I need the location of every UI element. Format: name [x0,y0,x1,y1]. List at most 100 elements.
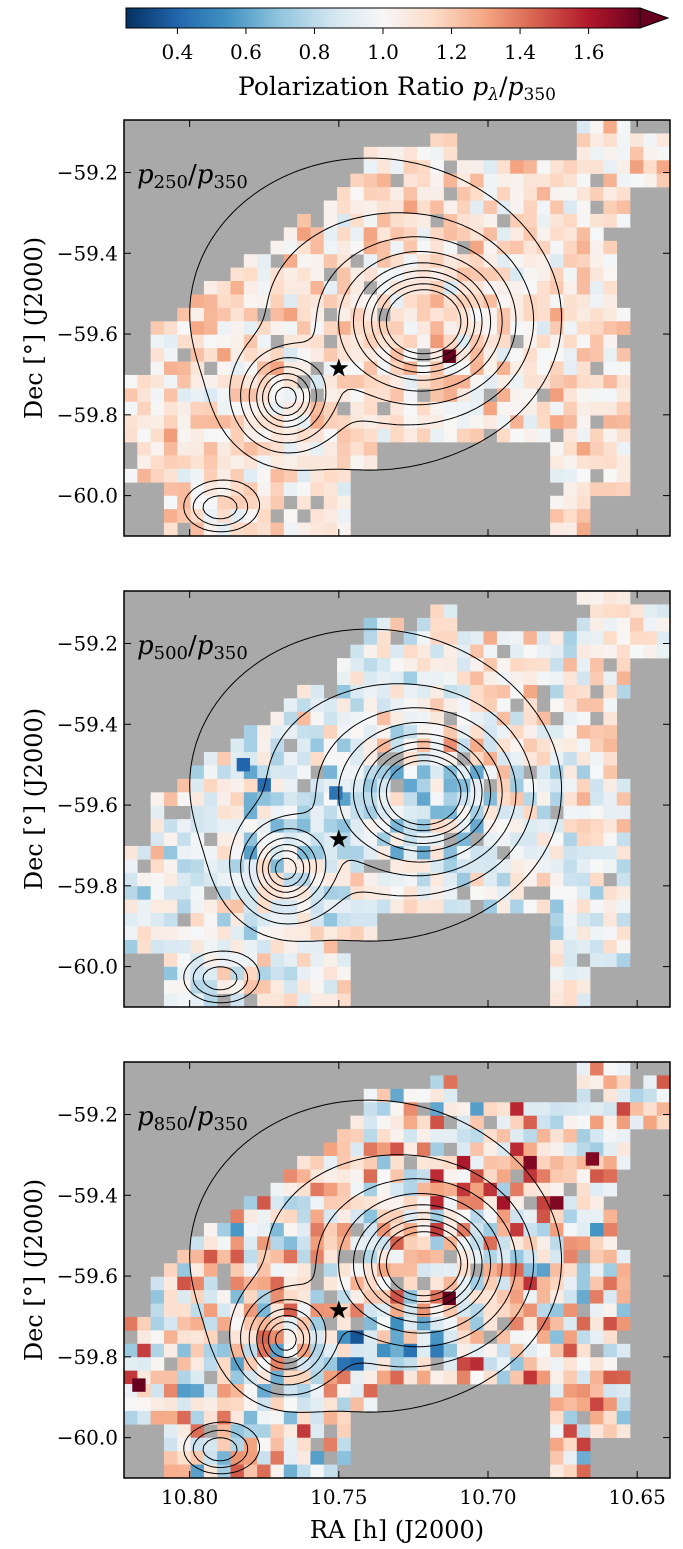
heatmap-cell [483,240,498,255]
heatmap-cell [377,778,391,793]
heatmap-cell [190,442,205,456]
heatmap-cell [563,1343,578,1358]
heatmap-cell [603,200,618,215]
heatmap-cell [310,522,325,536]
heatmap-cell [576,374,591,389]
heatmap-cell [190,428,205,443]
heatmap-cell [643,1088,657,1103]
heatmap-cell [257,361,271,376]
heatmap-cell [177,1357,191,1371]
heatmap-cell [350,832,365,847]
heatmap-cell [337,1343,351,1358]
heatmap-cell [257,980,271,994]
heatmap-cell [283,361,298,376]
heatmap-cell [576,1209,591,1224]
heatmap-cell [137,1410,151,1425]
heatmap-cell [270,442,285,456]
heatmap-cell [563,1451,578,1465]
heatmap-cell [563,859,578,874]
heatmap-cell [363,926,378,941]
heatmap-cell [616,1263,631,1278]
heatmap-cell [563,321,578,336]
heatmap-cell [190,468,205,483]
heatmap-cell [363,321,378,336]
heatmap-cell [283,281,298,295]
heatmap-cell [230,859,245,874]
heatmap-cell [483,1209,498,1224]
heatmap-cell [430,845,444,860]
heatmap-cell [590,321,604,336]
heatmap-cell [523,725,538,739]
heatmap-cell [177,1330,191,1345]
heatmap-cell [510,428,524,443]
heatmap-cell [590,482,604,497]
heatmap-cell [523,872,538,887]
heatmap-cell [563,200,578,215]
heatmap-cell [390,361,404,376]
heatmap-cell [536,415,551,429]
heatmap-cell [563,213,578,228]
heatmap-cell [217,1343,231,1358]
heatmap-cell [377,1102,391,1116]
heatmap-cell [523,1316,538,1331]
heatmap-cell [283,254,298,268]
heatmap-cell [350,173,365,188]
heatmap-cell [603,254,618,268]
heatmap-cell [390,832,404,847]
heatmap-cell [217,509,231,523]
heatmap-cell [217,832,231,847]
heatmap-cell [563,966,578,981]
heatmap-cell [163,1384,178,1398]
heatmap-cell [390,765,404,780]
heatmap-cell [203,752,218,766]
heatmap-cell [363,1102,378,1116]
heatmap-cell [416,374,431,389]
heatmap-cell [283,993,298,1007]
heatmap-cell [203,415,218,429]
heatmap-cell [443,146,458,161]
heatmap-cell [297,307,311,322]
heatmap-cell [217,765,231,780]
heatmap-cell [590,307,604,322]
heatmap-cell [350,819,365,833]
heatmap-cell [363,644,378,659]
heatmap-cell [576,1236,591,1251]
heatmap-cell [337,482,351,497]
heatmap-cell [337,1142,351,1157]
heatmap-cell [243,307,258,322]
heatmap-cell [270,401,285,416]
heatmap-cell [523,187,538,201]
heatmap-cell [456,631,471,645]
heatmap-cell [616,1370,631,1385]
heatmap-cell [483,658,498,672]
heatmap-cell [230,1316,245,1331]
heatmap-cell [337,738,351,753]
heatmap-cell [243,281,258,295]
heatmap-cell [603,442,618,456]
heatmap-cell [297,684,311,699]
heatmap-cell [523,294,538,309]
heatmap-cell [350,778,365,793]
heatmap-cell [390,725,404,739]
heatmap-cell [563,631,578,645]
heatmap-cell [257,899,271,914]
heatmap-cell [576,658,591,672]
heatmap-cell [550,1451,564,1465]
heatmap-cell [563,684,578,699]
heatmap-cell [576,1102,591,1116]
heatmap-cell [163,1424,178,1439]
heatmap-cell [323,939,338,954]
heatmap-cell [536,711,551,726]
heatmap-cell [363,361,378,376]
heatmap-cell [616,644,631,659]
heatmap-cell [363,658,378,672]
heatmap-cell [430,725,444,739]
heatmap-cell [190,953,205,968]
heatmap-cell [630,617,644,632]
heatmap-cell [550,752,564,766]
heatmap-cell [323,1330,338,1345]
heatmap-cell [337,926,351,941]
heatmap-cell [390,240,404,255]
heatmap-cell [483,631,498,645]
heatmap-cell [443,1236,458,1251]
